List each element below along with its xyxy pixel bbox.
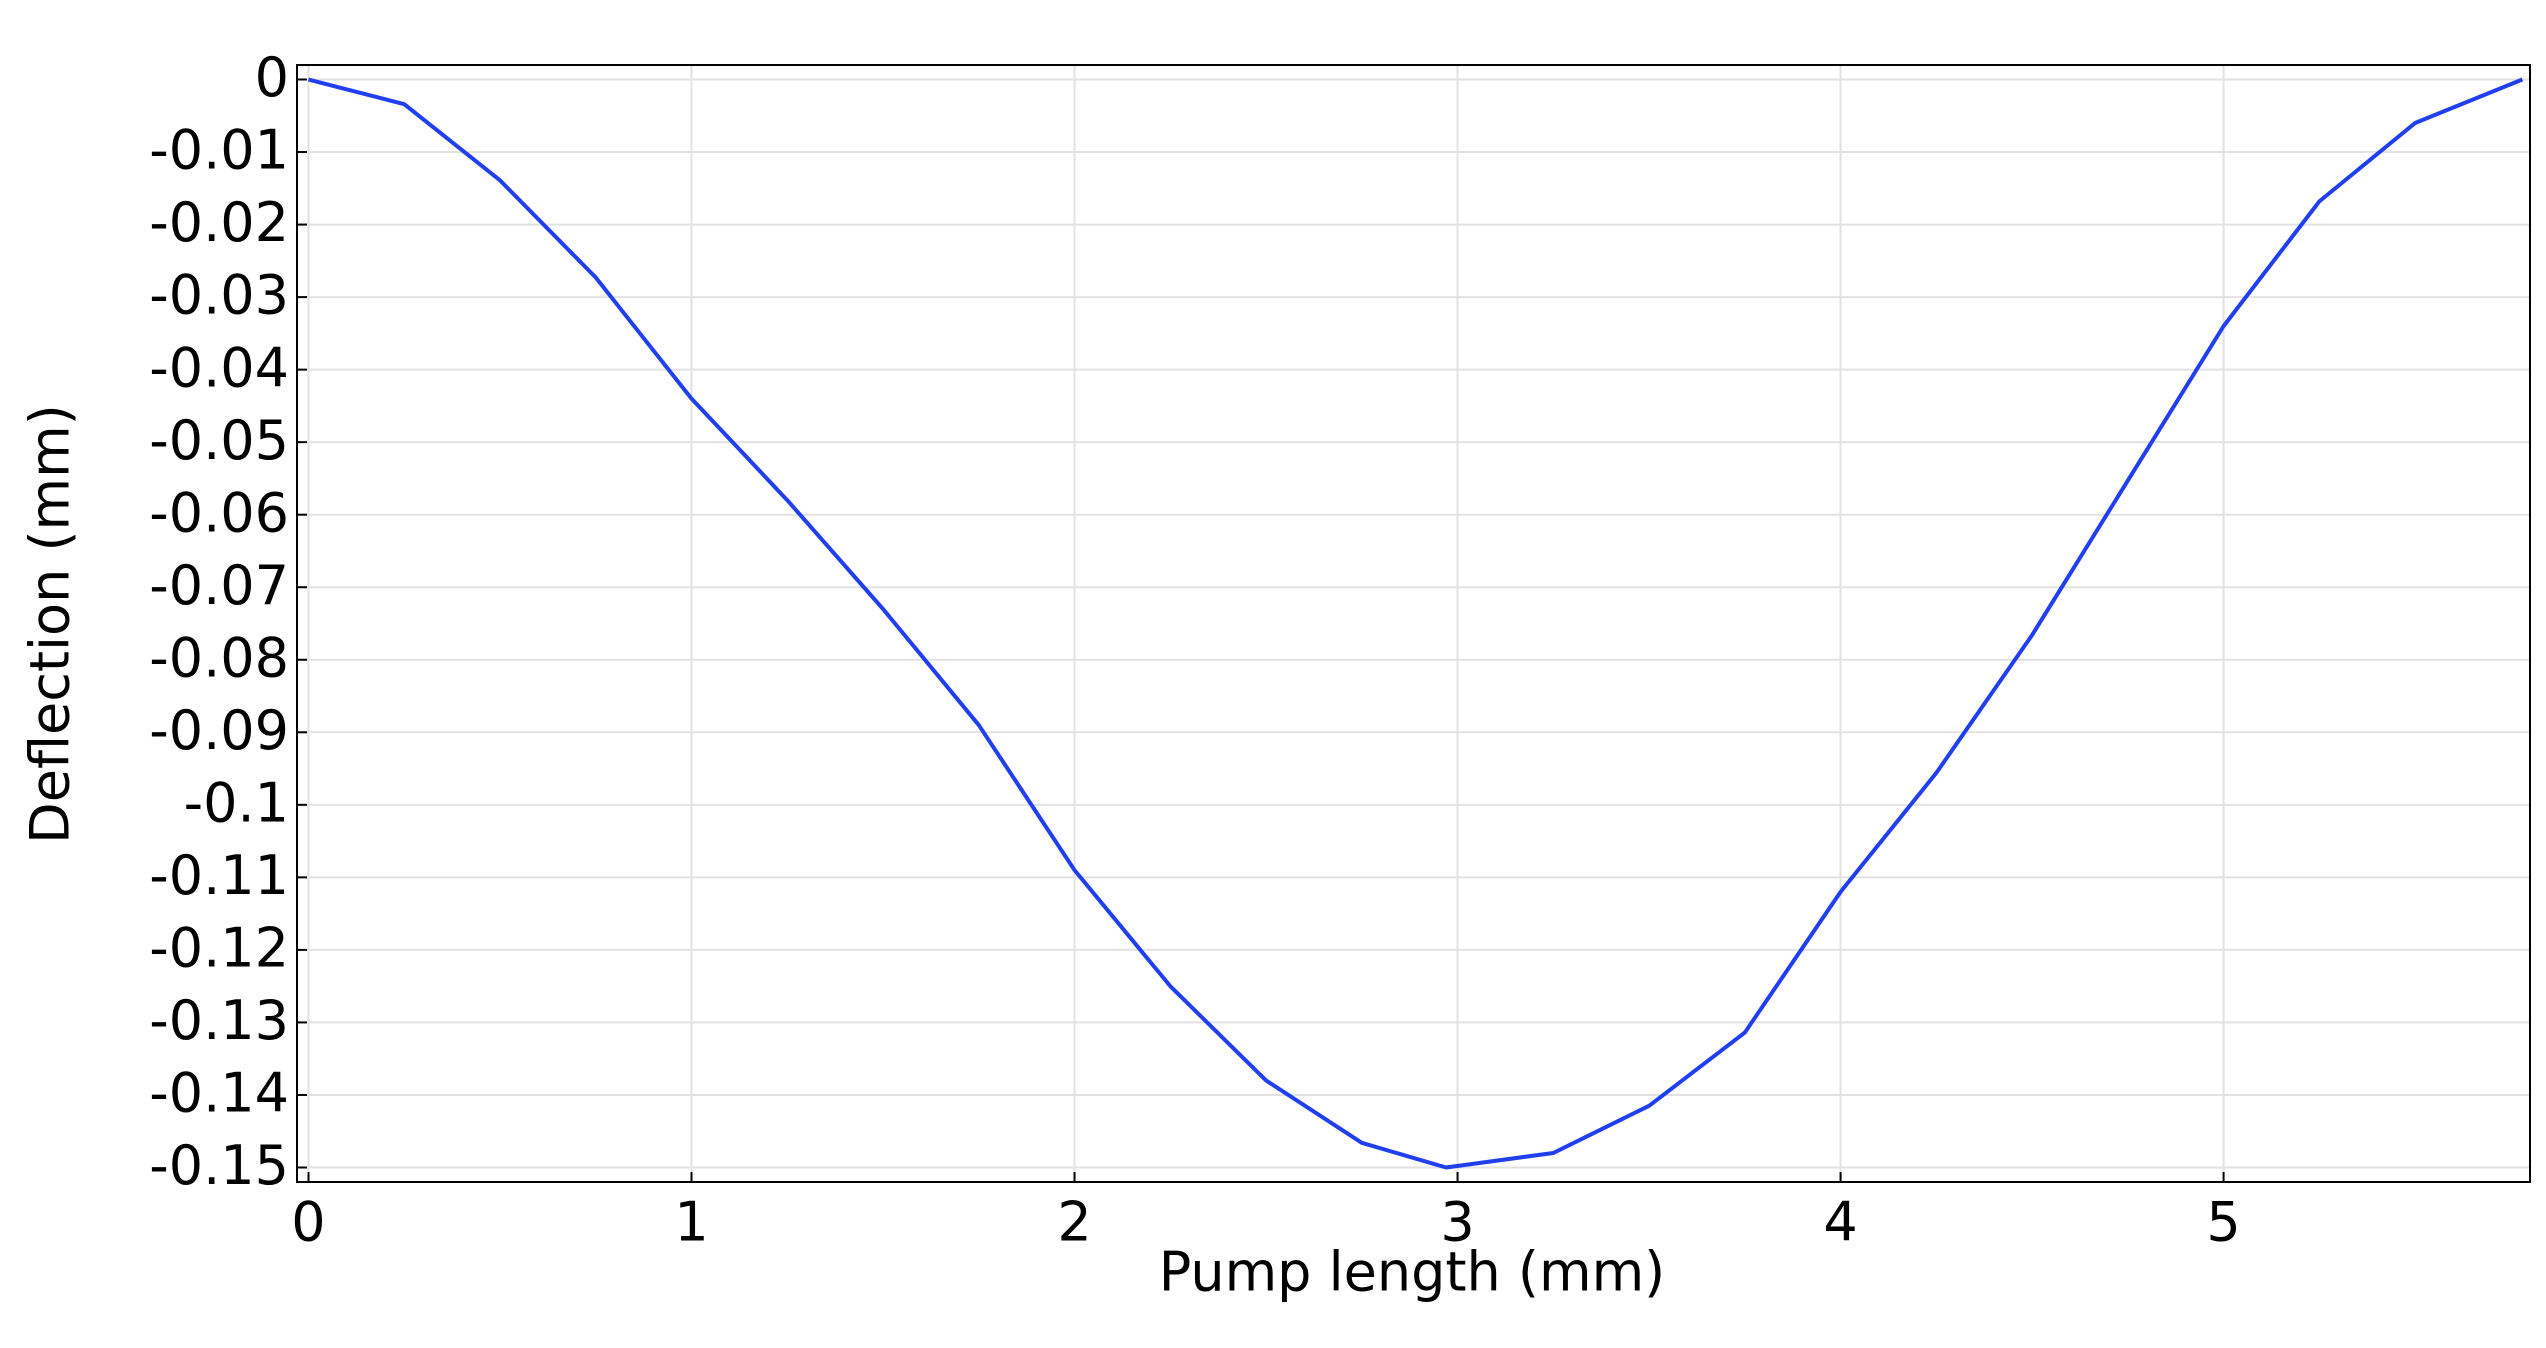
x-tick-label: 1 (674, 1191, 708, 1254)
x-tick-label: 0 (291, 1191, 325, 1254)
x-tick-label: 4 (1823, 1191, 1857, 1254)
y-tick-label: -0.1 (184, 771, 289, 834)
y-tick-label: -0.06 (149, 481, 289, 544)
y-tick-label: -0.07 (149, 554, 289, 617)
x-tick-label: 5 (2206, 1191, 2240, 1254)
y-tick-label: -0.09 (149, 699, 289, 762)
y-tick-label: -0.05 (149, 409, 289, 472)
y-axis-title: Deflection (mm) (19, 404, 82, 844)
y-tick-label: -0.02 (149, 191, 289, 254)
y-tick-label: -0.14 (149, 1062, 289, 1125)
y-tick-label: -0.11 (149, 844, 289, 907)
y-tick-label: -0.12 (149, 917, 289, 980)
y-tick-label: -0.01 (149, 119, 289, 182)
data-line (307, 77, 2524, 1170)
x-tick-label: 3 (1440, 1191, 1474, 1254)
y-tick-label: -0.04 (149, 336, 289, 399)
x-axis-title: Pump length (mm) (1159, 1241, 1666, 1304)
y-tick-label: -0.03 (149, 264, 289, 327)
y-tick-label: -0.13 (149, 989, 289, 1052)
x-tick-label: 2 (1057, 1191, 1091, 1254)
y-tick-label: -0.08 (149, 626, 289, 689)
y-tick-label: -0.15 (149, 1134, 289, 1197)
plot-frame (296, 64, 2531, 1183)
y-tick-label: 0 (255, 46, 289, 109)
